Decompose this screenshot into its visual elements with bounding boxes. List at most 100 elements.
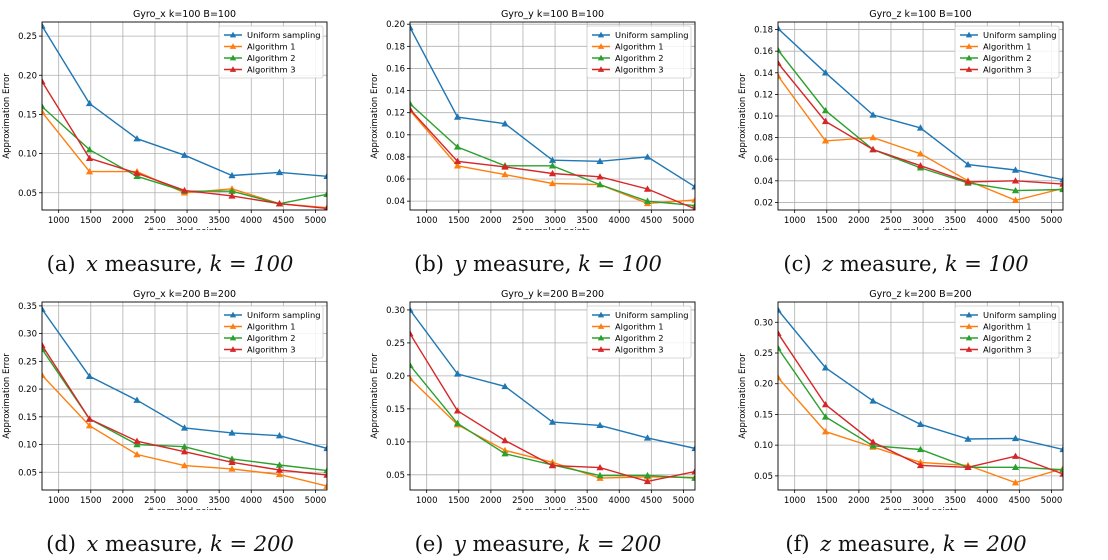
legend-entry-label: Algorithm 2 <box>615 333 664 343</box>
caption-label: (e) <box>414 532 444 556</box>
subfigure-caption: (a) x measure, k = 100 <box>0 252 340 276</box>
x-tick-label: 2500 <box>880 216 902 226</box>
x-tick-label: 3500 <box>576 496 598 506</box>
data-point <box>42 77 46 85</box>
subfigure-caption: (d) x measure, k = 200 <box>0 532 340 556</box>
data-point <box>275 200 284 207</box>
data-point <box>453 370 462 377</box>
x-tick-label: 2500 <box>512 496 534 506</box>
x-axis-label: # sampled points <box>147 507 223 510</box>
data-point <box>275 168 284 176</box>
x-tick-label: 3000 <box>912 496 934 506</box>
axes-frame <box>41 21 328 211</box>
x-tick-label: 4500 <box>273 496 295 506</box>
data-point <box>1011 463 1020 470</box>
x-tick-label: 1000 <box>784 216 806 226</box>
y-axis-label: Approximation Error <box>370 353 380 439</box>
data-point <box>916 150 925 157</box>
caption-label: (c) <box>783 252 812 276</box>
x-tick-label: 3000 <box>544 496 566 506</box>
x-axis-label: # sampled points <box>883 227 959 230</box>
data-point <box>548 156 557 163</box>
line-chart: 1000 1500 2000 2500 3000 3500 4000 4500 5000 0.02… <box>738 9 1064 230</box>
line-chart: 1000 1500 2000 2500 3000 3500 4000 4500 5000 0.04… <box>370 9 696 230</box>
x-tick-label: 4000 <box>608 496 630 506</box>
legend-entry-label: Algorithm 1 <box>615 322 664 332</box>
x-tick-label: 1500 <box>448 216 470 226</box>
y-tick-label: 0.04 <box>386 197 405 207</box>
data-point <box>133 169 141 176</box>
x-tick-label: 3000 <box>912 216 934 226</box>
x-tick-label: 1500 <box>80 216 102 226</box>
legend-entry-label: Algorithm 1 <box>983 322 1032 332</box>
y-tick-label: 0.15 <box>754 410 773 420</box>
data-point <box>501 120 509 127</box>
data-point <box>323 482 327 489</box>
data-point <box>548 169 557 177</box>
data-point <box>85 372 94 380</box>
data-point <box>228 458 236 465</box>
data-point <box>323 471 327 478</box>
data-point <box>869 145 877 153</box>
data-point <box>501 450 509 457</box>
data-point <box>1011 452 1020 459</box>
x-tick-label: 1000 <box>784 496 806 506</box>
y-tick-label: 0.05 <box>386 471 405 481</box>
x-tick-label: 4000 <box>976 496 998 506</box>
y-tick-label: 0.20 <box>18 385 37 395</box>
axes-frame <box>777 301 1064 491</box>
line-chart: 1000 1500 2000 2500 3000 3500 4000 4500 5000 0.05… <box>2 289 328 510</box>
x-tick-label: 1000 <box>416 216 438 226</box>
data-point <box>548 162 557 169</box>
x-tick-label: 4500 <box>1009 216 1031 226</box>
data-point <box>916 445 925 453</box>
caption-text: measure, <box>472 532 571 556</box>
y-tick-label: 0.25 <box>18 357 37 367</box>
y-tick-label: 0.16 <box>386 64 405 74</box>
subfigure-caption: (b) y measure, k = 100 <box>368 252 708 276</box>
x-tick-label: 5000 <box>305 496 327 506</box>
data-point <box>869 442 877 449</box>
y-axis-label: Approximation Error <box>738 73 748 159</box>
data-point <box>548 418 557 425</box>
y-tick-label: 0.20 <box>18 71 37 81</box>
data-point <box>180 424 189 431</box>
data-point <box>643 471 652 479</box>
x-tick-label: 4000 <box>240 496 262 506</box>
data-point <box>501 446 509 454</box>
data-point <box>821 413 830 420</box>
data-point <box>692 205 695 210</box>
data-point <box>42 22 46 29</box>
x-tick-label: 4500 <box>273 216 295 226</box>
x-tick-label: 1000 <box>416 496 438 506</box>
data-point <box>85 154 94 161</box>
x-tick-label: 4500 <box>1009 496 1031 506</box>
x-tick-label: 5000 <box>305 216 327 226</box>
x-tick-label: 3000 <box>176 496 198 506</box>
subfigure-caption: (f) z measure, k = 200 <box>736 532 1076 556</box>
data-point <box>85 146 94 153</box>
data-point <box>916 461 925 469</box>
y-tick-label: 0.10 <box>18 150 37 160</box>
data-point <box>180 151 189 158</box>
data-point <box>85 415 94 422</box>
data-point <box>596 173 604 180</box>
data-point <box>821 364 830 371</box>
axes-frame <box>41 301 328 491</box>
chart-panel-4: 1000 1500 2000 2500 3000 3500 4000 4500 5000 0.05… <box>0 280 370 560</box>
data-point <box>643 185 652 192</box>
data-point <box>453 162 462 169</box>
caption-text: measure, <box>105 532 204 556</box>
chart-title: Gyro_y k=100 B=100 <box>501 9 604 20</box>
caption-variable: z <box>822 252 834 276</box>
y-tick-label: 0.04 <box>754 177 773 187</box>
x-tick-label: 1500 <box>448 496 470 506</box>
chart-panel-6: 1000 1500 2000 2500 3000 3500 4000 4500 5000 0.05… <box>736 280 1106 560</box>
data-point <box>916 162 925 169</box>
line-chart: 1000 1500 2000 2500 3000 3500 4000 4500 5000 0.05… <box>370 289 696 510</box>
caption-math: k = 200 <box>210 532 294 556</box>
x-tick-label: 3500 <box>944 496 966 506</box>
data-point <box>869 111 877 118</box>
